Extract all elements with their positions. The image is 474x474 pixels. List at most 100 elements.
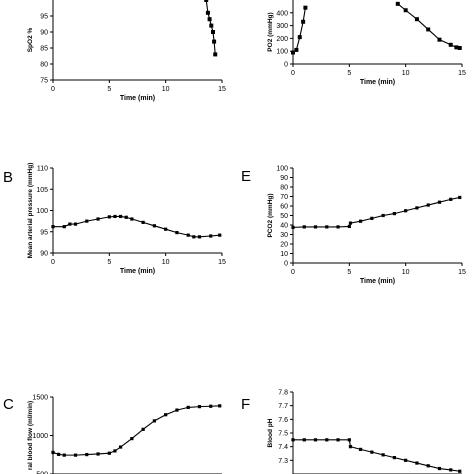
data-point: [164, 227, 168, 231]
series-group: [291, 1, 462, 55]
data-point: [130, 436, 134, 441]
y-tick-label: 70: [280, 194, 288, 201]
series-group: [204, 0, 218, 57]
chart-panel-e: 0 10 20 30 40 50 60 70 80 90 100 0 5 10 15 Time (min) PC…: [267, 166, 466, 286]
y-tick-label: 30: [280, 232, 288, 239]
series-line: [292, 196, 460, 228]
data-point: [107, 451, 111, 455]
y-tick-label: 7.5: [278, 431, 288, 438]
y-tick-label: 200: [276, 36, 288, 43]
data-point: [325, 438, 329, 442]
data-point: [62, 225, 66, 229]
data-point: [107, 215, 111, 219]
series-group: [291, 195, 462, 229]
data-point: [212, 39, 217, 44]
data-point: [302, 225, 306, 229]
y-axis-label: PO2 (mmHg): [267, 12, 274, 51]
y-tick-label: 300: [276, 23, 288, 30]
y-tick-label: 0: [284, 261, 288, 268]
data-point: [73, 222, 78, 226]
y-tick-label: 95: [40, 229, 48, 236]
data-point: [186, 233, 190, 237]
data-point: [197, 405, 202, 409]
data-point: [370, 450, 374, 454]
y-tick-label: 110: [37, 166, 48, 173]
data-point: [96, 217, 100, 221]
panel-label-c: C: [3, 396, 14, 413]
data-point: [205, 10, 210, 15]
data-point: [415, 461, 419, 465]
x-tick-label: 15: [218, 86, 226, 93]
data-point: [218, 233, 222, 237]
x-axis-label: Time (min): [360, 278, 395, 285]
y-tick-label: 85: [40, 46, 48, 53]
x-tick-label: 15: [458, 269, 466, 276]
panel-label-e: E: [241, 168, 251, 185]
y-tick-label: 100: [276, 49, 288, 56]
y-tick-label: 90: [40, 30, 48, 37]
series-line: [53, 215, 220, 238]
data-point: [210, 30, 215, 34]
data-point: [96, 452, 100, 456]
data-point: [426, 203, 430, 207]
x-tick-label: 10: [402, 269, 410, 276]
y-tick-label: 100: [36, 208, 48, 215]
y-tick-label: 7.3: [278, 458, 288, 465]
data-point: [395, 1, 400, 6]
x-tick-label: 0: [51, 259, 55, 266]
data-point: [152, 224, 156, 228]
series-group: [51, 404, 222, 457]
data-point: [152, 419, 156, 423]
series-line: [293, 439, 460, 472]
data-point: [437, 466, 442, 471]
data-point: [426, 27, 431, 32]
data-point: [313, 438, 318, 442]
data-point: [73, 453, 78, 457]
x-axis-label: Time (min): [120, 268, 155, 275]
data-point: [130, 217, 134, 221]
series-group: [291, 438, 462, 473]
data-point: [336, 225, 340, 229]
data-point: [403, 8, 408, 13]
data-point: [119, 445, 123, 449]
chart-panel-d: 0 100 200 300 400 0 5 10 15 Time (min) PO2 (mmHg): [267, 0, 466, 86]
data-point: [192, 235, 196, 239]
data-point: [404, 458, 408, 462]
data-point: [51, 225, 55, 229]
y-axis-label: Blood pH: [267, 418, 274, 447]
y-tick-label: 40: [280, 223, 288, 230]
data-point: [404, 209, 408, 213]
data-point: [449, 468, 453, 472]
x-tick-label: 5: [107, 259, 111, 266]
data-point: [437, 37, 442, 42]
x-tick-label: 0: [291, 269, 295, 276]
y-tick-label: 80: [40, 62, 48, 69]
data-point: [392, 456, 396, 460]
data-point: [291, 438, 295, 442]
data-point: [218, 404, 222, 408]
y-axis-label: ral blood flow (ml/min): [27, 401, 34, 470]
y-tick-label: 90: [280, 175, 288, 182]
data-point: [359, 219, 363, 223]
y-tick-label: 7.4: [278, 444, 288, 451]
data-point: [164, 413, 168, 417]
data-point: [209, 234, 213, 238]
data-point: [209, 23, 214, 28]
series-group: [51, 214, 222, 239]
panel-label-b: B: [3, 169, 13, 186]
x-tick-label: 10: [162, 86, 170, 93]
chart-panel-b: 90 95 100 105 110 0 5 10 15 Time (min) Mean arteri…: [27, 163, 226, 275]
y-tick-label: 50: [280, 213, 288, 220]
data-point: [113, 449, 117, 453]
series-line: [292, 7, 306, 53]
data-point: [458, 195, 462, 200]
y-tick-label: 60: [280, 204, 288, 211]
data-point: [124, 215, 128, 219]
data-point: [297, 35, 302, 40]
data-point: [392, 212, 396, 216]
x-tick-label: 5: [347, 70, 351, 77]
y-tick-label: 10: [280, 251, 288, 258]
y-tick-label: 1000: [32, 433, 48, 440]
y-tick-label: 7.8: [278, 390, 288, 397]
